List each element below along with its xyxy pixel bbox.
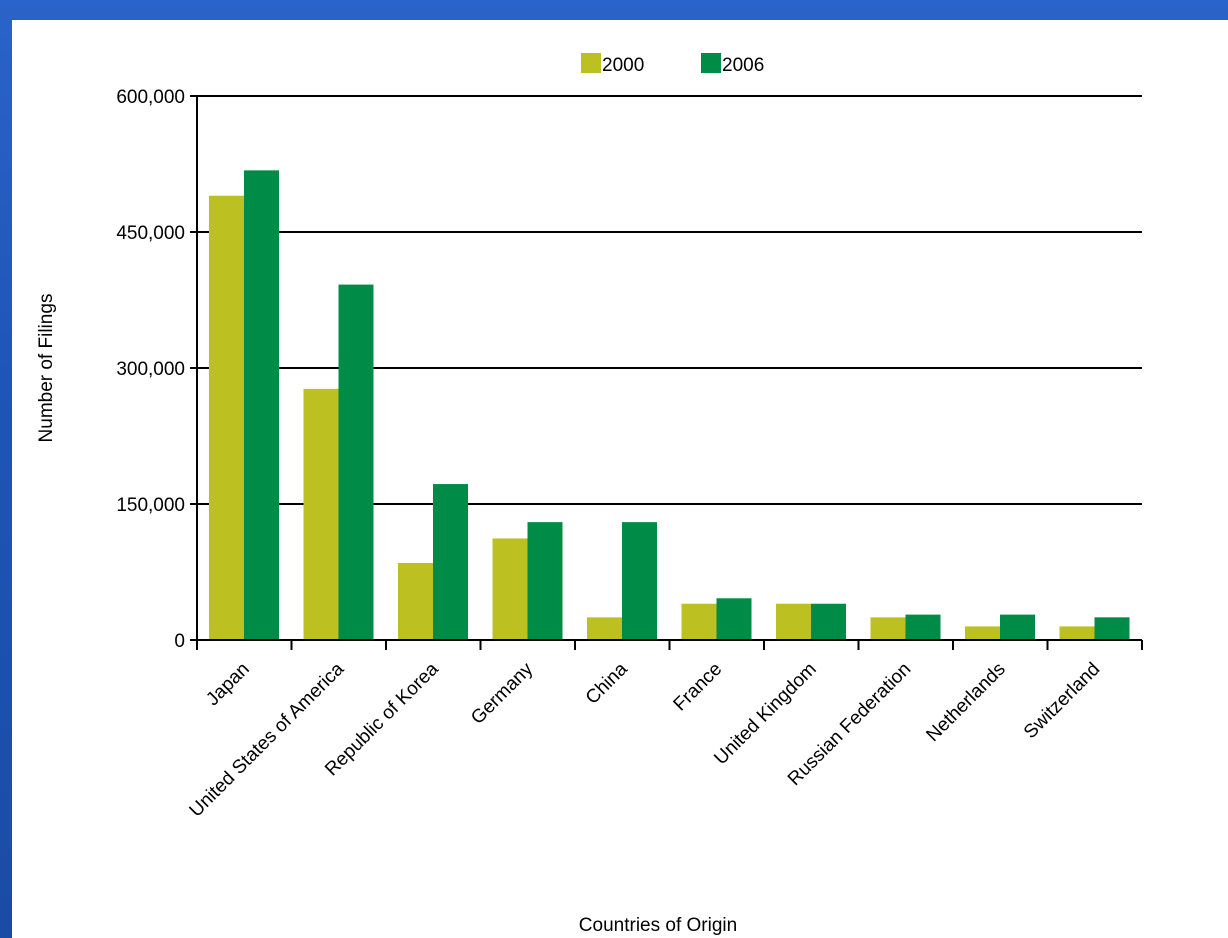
bar-2006[interactable] [244,170,279,640]
bar-2006[interactable] [1094,617,1130,640]
y-tick-label: 150,000 [116,495,185,516]
bar-2006[interactable] [338,284,374,640]
bar-2000[interactable] [303,388,339,640]
bar-2000[interactable] [209,195,244,640]
y-tick-labels: 0 150,000 300,000 450,000 600,000 [116,87,185,652]
x-tick-label: Netherlands [922,659,1009,746]
x-tick-label: United States of America [186,658,349,821]
legend-label-2006[interactable]: 2006 [722,55,764,76]
bar-2006[interactable] [433,484,468,640]
x-tick-label: Germany [467,658,537,728]
x-tick-label: France [670,659,727,716]
legend[interactable]: 2000 2006 [581,53,764,76]
bar-2000[interactable] [965,626,1000,640]
x-axis-label: Countries of Origin [579,915,737,936]
bar-2006[interactable] [527,522,563,640]
bar-2006[interactable] [622,522,657,640]
bar-2000[interactable] [870,617,906,640]
legend-swatch-2006 [701,53,721,73]
x-tick-label: China [582,658,632,708]
y-tick-label: 600,000 [116,87,185,108]
y-tick-label: 0 [174,631,185,652]
bar-2006[interactable] [811,603,846,640]
legend-swatch-2000 [581,53,601,73]
bars [209,170,1130,640]
bar-2000[interactable] [587,617,622,640]
x-tick-label: Switzerland [1020,659,1104,743]
x-tick-label: Japan [202,659,253,710]
bar-2006[interactable] [716,598,752,640]
x-tick-label: United Kingdom [710,659,820,769]
bar-2000[interactable] [398,562,433,640]
bar-2000[interactable] [1059,626,1095,640]
bar-2006[interactable] [905,614,941,640]
y-axis-label: Number of Filings [36,294,57,443]
bar-2006[interactable] [1000,614,1035,640]
bar-2000[interactable] [681,603,717,640]
bar-2000[interactable] [776,603,811,640]
y-tick-label: 300,000 [116,359,185,380]
y-tick-label: 450,000 [116,223,185,244]
axes [190,95,1143,650]
legend-label-2000[interactable]: 2000 [602,55,644,76]
bar-2000[interactable] [492,538,528,640]
